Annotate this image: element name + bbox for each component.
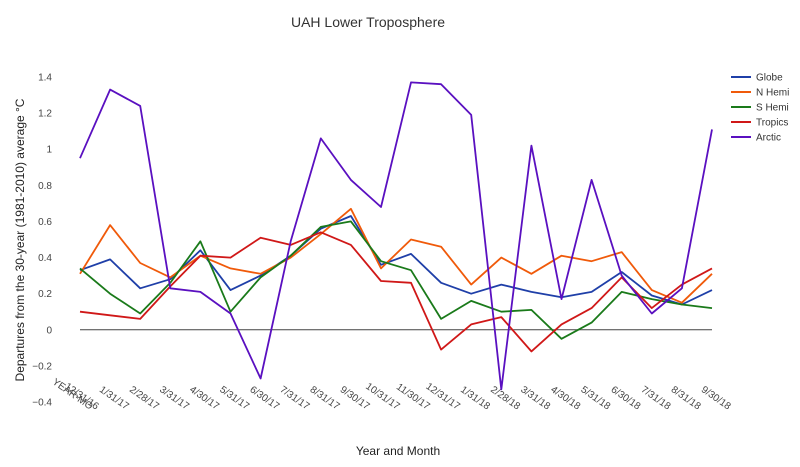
x-tick-label: 9/30/18 — [699, 384, 733, 412]
legend-label: Globe — [756, 73, 783, 84]
series-line-s-hemi — [79, 220, 713, 340]
y-tick-label: 0.6 — [38, 217, 52, 228]
x-tick-label: 2/28/17 — [127, 384, 161, 412]
series-line-globe — [79, 215, 713, 306]
x-tick-label: 5/31/17 — [217, 384, 251, 412]
x-tick-label: 12/31/17 — [424, 381, 463, 413]
x-tick-label: 7/31/17 — [278, 384, 312, 412]
x-tick-label: 4/30/17 — [187, 384, 221, 412]
x-axis: 12/31/161/31/172/28/173/31/174/30/175/31… — [62, 381, 733, 413]
y-tick-label: 0 — [46, 325, 52, 336]
x-tick-label: 6/30/18 — [609, 384, 643, 412]
legend-label: Arctic — [756, 133, 781, 144]
y-tick-label: −0.4 — [32, 398, 52, 409]
y-tick-label: 0.8 — [38, 181, 52, 192]
x-tick-label: 10/31/17 — [363, 381, 402, 413]
y-tick-label: 1.4 — [38, 73, 52, 84]
series-line-tropics — [79, 231, 713, 353]
series-line-n-hemi — [79, 207, 713, 304]
x-tick-label: 5/31/18 — [579, 384, 613, 412]
y-tick-label: 0.4 — [38, 253, 52, 264]
x-tick-label: 8/31/17 — [308, 384, 342, 412]
x-tick-label: 2/28/18 — [488, 384, 522, 412]
series-lines — [79, 81, 713, 391]
series-line-arctic — [79, 81, 713, 391]
y-tick-label: 1.2 — [38, 109, 52, 120]
chart-title: UAH Lower Troposphere — [291, 14, 445, 30]
x-tick-label: 3/31/17 — [157, 384, 191, 412]
y-axis-title: Departures from the 30-year (1981-2010) … — [13, 98, 27, 381]
x-axis-title: Year and Month — [356, 444, 440, 458]
legend-label: Tropics — [756, 118, 788, 129]
x-tick-label: 3/31/18 — [518, 384, 552, 412]
x-tick-label: 1/31/18 — [458, 384, 492, 412]
legend: Globe N Hemi S Hemi Tropics Arctic — [731, 73, 789, 144]
y-tick-label: −0.2 — [32, 361, 52, 372]
x-tick-label: 8/31/18 — [669, 384, 703, 412]
x-tick-label: 4/30/18 — [548, 384, 582, 412]
y-tick-label: 1 — [46, 145, 52, 156]
legend-label: S Hemi — [756, 103, 789, 114]
legend-label: N Hemi — [756, 88, 789, 99]
y-axis: −0.4 −0.2 0 0.2 0.4 0.6 0.8 1 1.2 1.4 — [32, 73, 52, 409]
x-tick-label: 1/31/17 — [97, 384, 131, 412]
y-tick-label: 0.2 — [38, 289, 52, 300]
x-tick-label: 7/31/18 — [639, 384, 673, 412]
x-tick-label: 6/30/17 — [248, 384, 282, 412]
